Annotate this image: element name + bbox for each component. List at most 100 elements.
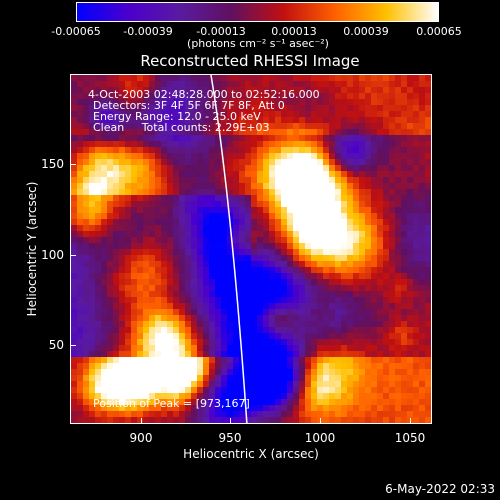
heatmap-cell <box>311 285 318 292</box>
heatmap-cell <box>83 303 90 310</box>
heatmap-cell <box>161 237 168 244</box>
heatmap-cell <box>401 375 408 382</box>
heatmap-cell <box>257 99 264 106</box>
heatmap-cell <box>341 207 348 214</box>
heatmap-cell <box>227 291 234 298</box>
heatmap-cell <box>83 75 90 82</box>
heatmap-cell <box>419 189 426 196</box>
heatmap-cell <box>263 387 270 394</box>
heatmap-cell <box>71 81 78 88</box>
heatmap-cell <box>305 273 312 280</box>
heatmap-cell <box>329 249 336 256</box>
heatmap-cell <box>197 327 204 334</box>
heatmap-cell <box>293 93 300 100</box>
heatmap-cell <box>197 207 204 214</box>
heatmap-cell <box>113 117 120 124</box>
heatmap-cell <box>341 393 348 400</box>
heatmap-cell <box>293 159 300 166</box>
heatmap-cell <box>233 117 240 124</box>
heatmap-cell <box>149 105 156 112</box>
heatmap-cell <box>293 75 300 82</box>
heatmap-cell <box>431 237 432 244</box>
heatmap-cell <box>371 357 378 364</box>
heatmap-cell <box>353 105 360 112</box>
heatmap-cell <box>431 165 432 172</box>
heatmap-cell <box>425 279 431 286</box>
heatmap-cell <box>215 411 222 418</box>
heatmap-cell <box>137 381 144 388</box>
heatmap-cell <box>341 237 348 244</box>
heatmap-cell <box>257 75 264 82</box>
heatmap-cell <box>161 207 168 214</box>
heatmap-cell <box>263 243 270 250</box>
heatmap-cell <box>269 327 276 334</box>
heatmap-cell <box>239 375 246 382</box>
heatmap-cell <box>185 75 192 82</box>
heatmap-cell <box>341 201 348 208</box>
heatmap-cell <box>269 333 276 340</box>
heatmap-cell <box>383 423 390 424</box>
heatmap-cell <box>293 219 300 226</box>
heatmap-cell <box>185 171 192 178</box>
heatmap-cell <box>275 237 282 244</box>
heatmap-cell <box>113 147 120 154</box>
heatmap-cell <box>191 153 198 160</box>
heatmap-cell <box>227 171 234 178</box>
heatmap-cell <box>389 327 396 334</box>
heatmap-cell <box>203 381 210 388</box>
heatmap-cell <box>407 261 414 268</box>
heatmap-cell <box>227 183 234 190</box>
heatmap-cell <box>365 201 372 208</box>
heatmap-cell <box>269 309 276 316</box>
heatmap-cell <box>353 327 360 334</box>
heatmap-cell <box>191 339 198 346</box>
heatmap-cell <box>281 243 288 250</box>
heatmap-cell <box>419 117 426 124</box>
heatmap-cell <box>395 165 402 172</box>
heatmap-cell <box>227 237 234 244</box>
heatmap-cell <box>311 213 318 220</box>
heatmap-cell <box>209 423 216 424</box>
heatmap-cell <box>287 321 294 328</box>
heatmap-cell <box>83 207 90 214</box>
heatmap-cell <box>161 135 168 142</box>
heatmap-cell <box>215 147 222 154</box>
y-tick-mark <box>70 345 76 346</box>
heatmap-cell <box>353 171 360 178</box>
heatmap-cell <box>353 231 360 238</box>
heatmap-cell <box>125 249 132 256</box>
heatmap-cell <box>365 267 372 274</box>
heatmap-cell <box>269 297 276 304</box>
heatmap-cell <box>191 231 198 238</box>
heatmap-cell <box>365 339 372 346</box>
heatmap-cell <box>353 405 360 412</box>
heatmap-cell <box>401 249 408 256</box>
heatmap-cell <box>233 171 240 178</box>
heatmap-cell <box>281 291 288 298</box>
heatmap-cell <box>233 105 240 112</box>
heatmap-cell <box>341 273 348 280</box>
heatmap-cell <box>209 327 216 334</box>
heatmap-cell <box>371 399 378 406</box>
heatmap-cell <box>209 399 216 406</box>
heatmap-cell <box>173 273 180 280</box>
heatmap-cell <box>353 177 360 184</box>
heatmap-cell <box>101 201 108 208</box>
heatmap-cell <box>401 405 408 412</box>
heatmap-cell <box>275 117 282 124</box>
heatmap-cell <box>101 387 108 394</box>
heatmap-cell <box>419 147 426 154</box>
heatmap-cell <box>95 201 102 208</box>
heatmap-cell <box>335 81 342 88</box>
heatmap-cell <box>191 315 198 322</box>
heatmap-cell <box>149 405 156 412</box>
heatmap-cell <box>221 393 228 400</box>
heatmap-cell <box>137 231 144 238</box>
heatmap-cell <box>263 363 270 370</box>
heatmap-cell <box>215 153 222 160</box>
heatmap-cell <box>197 135 204 142</box>
heatmap-cell <box>125 285 132 292</box>
heatmap-cell <box>317 255 324 262</box>
heatmap-cell <box>227 327 234 334</box>
heatmap-cell <box>395 303 402 310</box>
